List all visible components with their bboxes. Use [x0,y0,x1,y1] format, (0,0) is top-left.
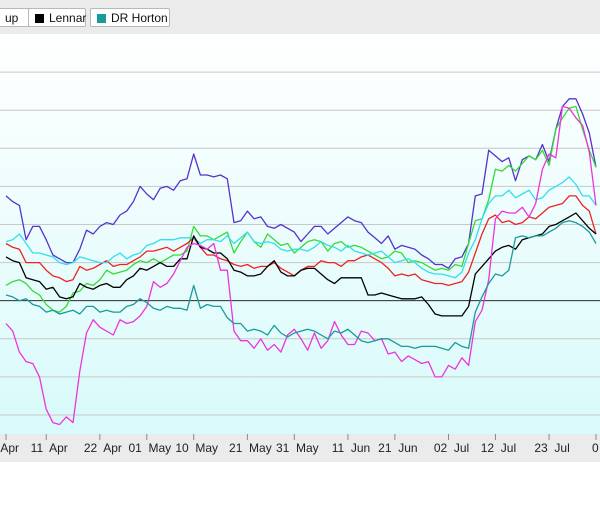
x-tick-label: 12 Jul [481,441,516,455]
series-line-series-2 [5,105,597,313]
x-tick-label: 0 [592,441,599,455]
series-line-series-1 [5,98,597,269]
x-tick-label: Apr [0,441,19,455]
x-tick-label: 21 Jun [378,441,417,455]
legend-swatch-lennar [35,14,44,23]
legend-label-group: up [5,11,19,25]
series-line-series-4 [5,176,597,279]
x-tick-label: 11 Jun [332,441,370,455]
legend-bar: up Lennar DR Horton [0,0,600,34]
x-axis-ticks: Apr 11 Apr 22 Apr 01 May 10 May 21 May 31 May 1… [0,434,599,455]
x-tick-label: 31 May [276,441,319,455]
legend-label-dr-horton: DR Horton [111,11,168,25]
x-tick-label: 01 May [128,441,171,455]
series-line-dr-horton [5,220,597,351]
x-tick-label: 11 Apr [31,441,68,455]
line-chart: Apr 11 Apr 22 Apr 01 May 10 May 21 May 31 May 1… [0,34,600,462]
legend-label-lennar: Lennar [49,11,87,25]
x-tick-label: 02 Jul [434,441,469,455]
grid-lines [0,71,600,416]
x-tick-label: 10 May [175,441,218,455]
chart-area: Apr 11 Apr 22 Apr 01 May 10 May 21 May 31 May 1… [0,34,600,506]
legend-item-dr-horton[interactable]: DR Horton [90,8,170,27]
legend-item-lennar[interactable]: Lennar [28,8,86,27]
x-tick-label: 23 Jul [534,441,569,455]
series-line-series-6 [5,105,597,426]
x-tick-label: 21 May [229,441,272,455]
series-line-lennar [5,212,597,317]
plot-background [0,34,600,434]
x-tick-label: 22 Apr [84,441,122,455]
series-lines [5,98,597,426]
legend-swatch-dr-horton [97,14,106,23]
